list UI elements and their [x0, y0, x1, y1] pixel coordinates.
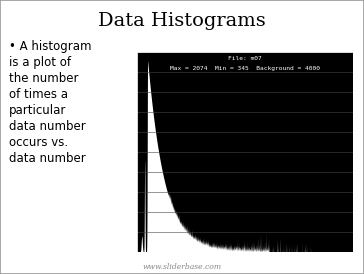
Text: Max = 2074  Min = 345  Background = 4000: Max = 2074 Min = 345 Background = 4000 — [170, 66, 320, 71]
Text: Data Histograms: Data Histograms — [98, 12, 266, 30]
Y-axis label: No. 107: No. 107 — [115, 141, 120, 164]
Text: • A histogram
is a plot of
the number
of times a
particular
data number
occurs v: • A histogram is a plot of the number of… — [9, 40, 92, 165]
Text: File: m07: File: m07 — [228, 56, 262, 61]
Text: www.sliderbase.com: www.sliderbase.com — [142, 263, 222, 271]
